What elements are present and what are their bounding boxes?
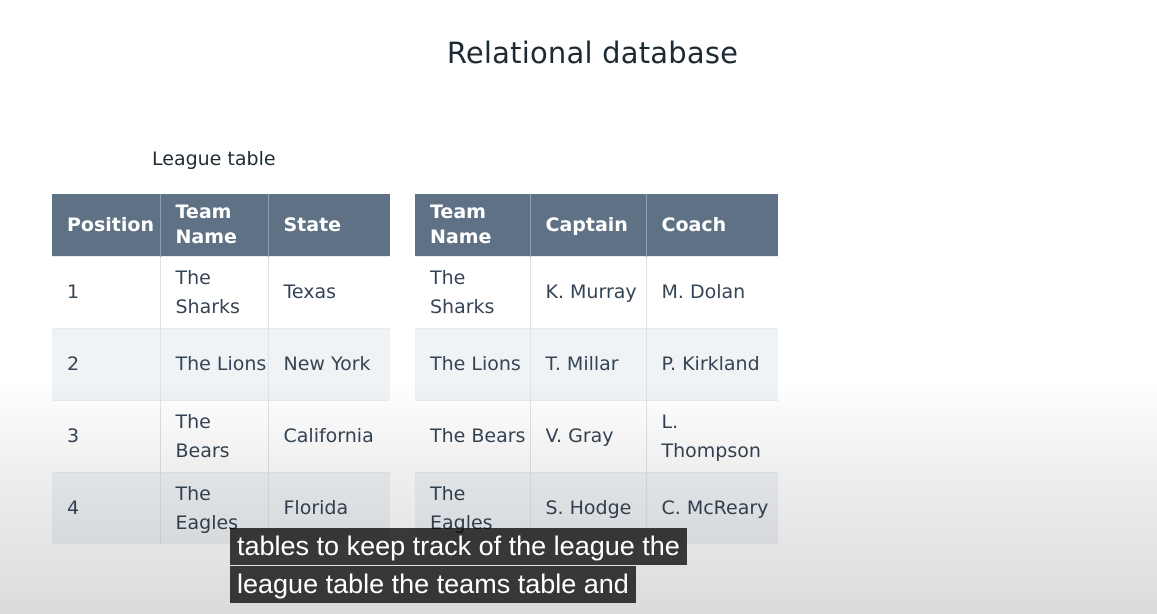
coach-cell: M. Dolan: [646, 256, 778, 329]
team-name-cell: The Bears: [415, 400, 531, 473]
position-cell: 4: [52, 472, 161, 544]
coach-cell: L. Thompson: [646, 400, 778, 473]
team-name-cell: The Sharks: [160, 256, 269, 329]
column-header-team-name: Team Name: [415, 194, 531, 257]
column-header-coach: Coach: [646, 194, 778, 257]
teams-table: Team Name Captain Coach The Sharks K. Mu…: [415, 194, 778, 544]
team-name-cell: The Bears: [160, 400, 269, 473]
column-header-position: Position: [52, 194, 161, 257]
subtitle-line-2: league table the teams table and: [230, 566, 636, 603]
table-row: The Lions T. Millar P. Kirkland: [415, 328, 778, 401]
coach-cell: C. McReary: [646, 472, 778, 544]
column-header-captain: Captain: [530, 194, 647, 257]
teams-table-header-row: Team Name Captain Coach: [415, 194, 778, 257]
state-cell: New York: [268, 328, 390, 401]
state-cell: California: [268, 400, 390, 473]
league-table-header-row: Position Team Name State: [52, 194, 390, 257]
position-cell: 1: [52, 256, 161, 329]
table-row: 3 The Bears California: [52, 400, 390, 473]
team-name-cell: The Sharks: [415, 256, 531, 329]
table-row: 2 The Lions New York: [52, 328, 390, 401]
slide-title: Relational database: [446, 36, 739, 70]
league-table: Position Team Name State 1 The Sharks Te…: [52, 194, 390, 544]
position-cell: 3: [52, 400, 161, 473]
coach-cell: P. Kirkland: [646, 328, 778, 401]
team-name-cell: The Lions: [160, 328, 269, 401]
position-cell: 2: [52, 328, 161, 401]
subtitle-line-1: tables to keep track of the league the: [230, 528, 687, 565]
captain-cell: K. Murray: [530, 256, 647, 329]
league-table-caption: League table: [152, 148, 276, 170]
table-row: The Bears V. Gray L. Thompson: [415, 400, 778, 473]
table-row: The Sharks K. Murray M. Dolan: [415, 256, 778, 329]
team-name-cell: The Lions: [415, 328, 531, 401]
column-header-team-name: Team Name: [160, 194, 269, 257]
state-cell: Texas: [268, 256, 390, 329]
table-row: 1 The Sharks Texas: [52, 256, 390, 329]
captain-cell: V. Gray: [530, 400, 647, 473]
captain-cell: T. Millar: [530, 328, 647, 401]
column-header-state: State: [268, 194, 390, 257]
